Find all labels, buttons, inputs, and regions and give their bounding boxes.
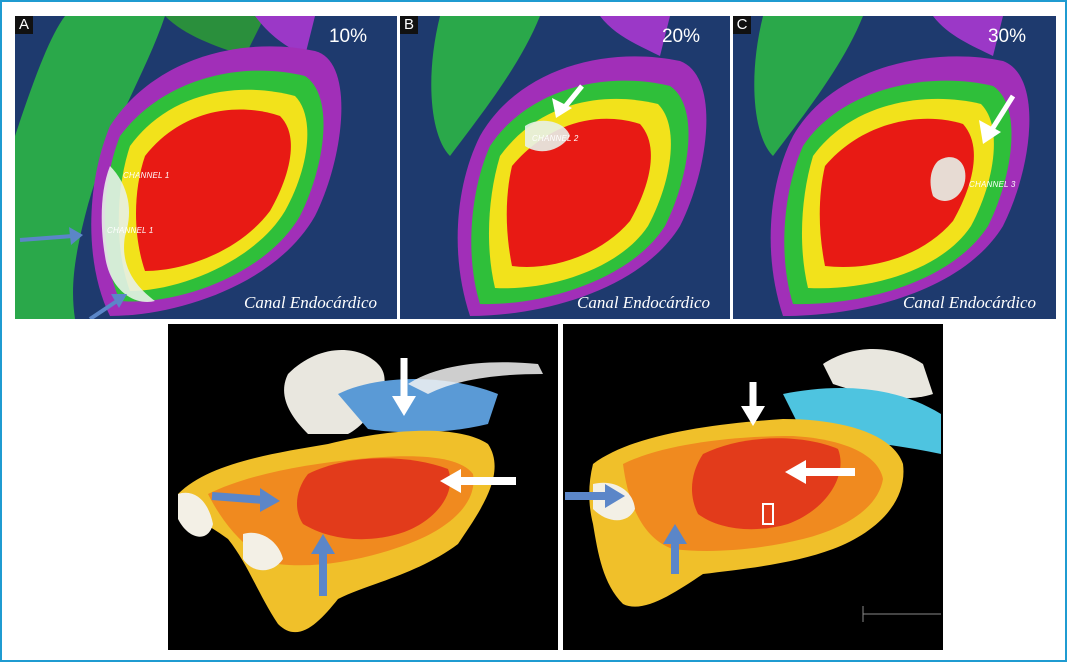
electroanatomic-map-left-graphic xyxy=(168,324,558,650)
arrow-icon xyxy=(440,469,516,493)
arrow-icon xyxy=(565,484,625,508)
arrow-icon xyxy=(741,382,765,426)
voltage-map-panel-a: A 10% CHANNEL 1 CHANNEL 1 Canal Endocárd… xyxy=(15,16,397,319)
channel-label: CHANNEL 3 xyxy=(969,180,1016,189)
arrow-icon xyxy=(88,294,127,319)
voltage-map-a-graphic xyxy=(15,16,397,319)
voltage-map-b-graphic xyxy=(400,16,730,319)
panel-caption: Canal Endocárdico xyxy=(577,293,710,312)
threshold-percent: 20% xyxy=(661,26,700,47)
arrow-icon xyxy=(19,227,83,245)
arrow-icon xyxy=(392,358,416,416)
panel-letter: B xyxy=(400,16,418,34)
electroanatomic-map-right xyxy=(563,324,943,650)
arrow-icon xyxy=(979,94,1016,144)
panel-caption: Canal Endocárdico xyxy=(903,293,1036,312)
electroanatomic-map-right-graphic xyxy=(563,324,943,650)
voltage-map-panel-c: C 30% CHANNEL 3 Canal Endocárdico xyxy=(733,16,1056,319)
panel-letter: A xyxy=(15,16,33,34)
arrow-icon xyxy=(211,488,280,512)
arrow-icon xyxy=(552,84,584,118)
arrow-icon xyxy=(785,460,855,484)
channel-label: CHANNEL 1 xyxy=(107,226,154,235)
threshold-percent: 30% xyxy=(987,26,1026,47)
channel-label: CHANNEL 1 xyxy=(123,171,170,180)
electroanatomic-map-left xyxy=(168,324,558,650)
voltage-map-panel-b: B 20% CHANNEL 2 Canal Endocárdico xyxy=(400,16,730,319)
panel-caption: Canal Endocárdico xyxy=(244,293,377,312)
threshold-percent: 10% xyxy=(328,26,367,47)
arrow-icon xyxy=(311,534,335,596)
arrow-icon xyxy=(663,524,687,574)
voltage-map-c-graphic xyxy=(733,16,1056,319)
channel-label: CHANNEL 2 xyxy=(532,134,579,143)
panel-letter: C xyxy=(733,16,751,34)
